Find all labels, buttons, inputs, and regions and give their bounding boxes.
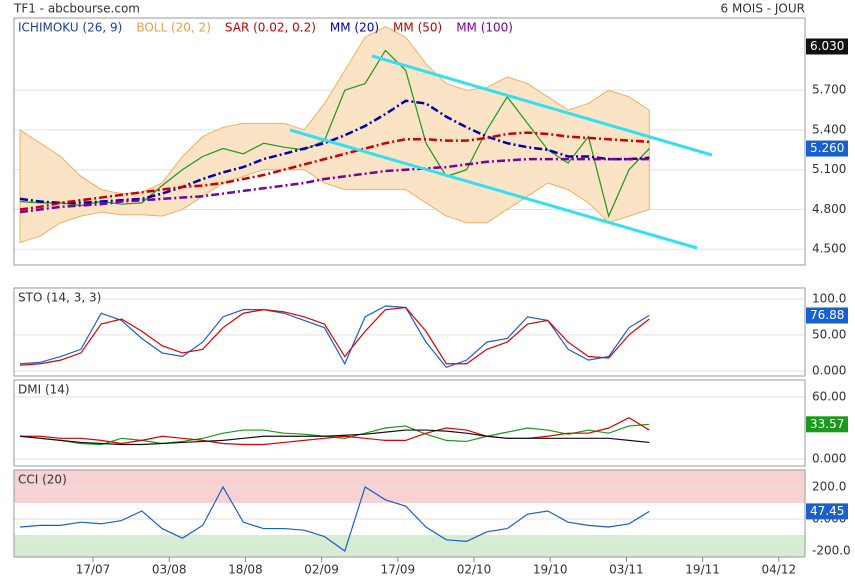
y-tick-label: 200.0	[812, 479, 846, 493]
trend-lines	[289, 54, 713, 250]
panel-title: STO (14, 3, 3)	[18, 291, 101, 305]
header-title: TF1 - abcbourse.com	[13, 2, 140, 16]
x-tick-label: 17/09	[381, 563, 416, 577]
indicator-label: MM (100)	[456, 21, 513, 35]
series-line	[19, 305, 650, 369]
panel-frame	[13, 17, 806, 266]
zone	[14, 534, 805, 557]
y-tick-label: 4.800	[812, 202, 846, 216]
series-line	[19, 49, 650, 218]
panel-frame	[13, 469, 806, 558]
x-tick-label: 04/12	[762, 563, 797, 577]
trend-line	[289, 128, 698, 250]
y-tick-label: 5.400	[812, 122, 846, 136]
x-tick-label: 19/11	[685, 563, 720, 577]
x-tick-label: 02/10	[457, 563, 492, 577]
indicator-label: ICHIMOKU (26, 9)	[18, 21, 122, 35]
y-tick-label: 5.700	[812, 83, 846, 97]
x-tick-label: 03/08	[152, 563, 187, 577]
last-value-label: 6.030	[810, 39, 844, 53]
series-line	[19, 99, 650, 205]
panel-title: DMI (14)	[18, 383, 70, 397]
last-value-badge	[806, 140, 848, 157]
y-tick-label: 100.0	[812, 291, 846, 305]
panel-frame	[13, 287, 806, 377]
series-line	[19, 485, 650, 552]
y-tick-label: -200.0	[812, 543, 851, 557]
last-value-label: 76.88	[810, 308, 844, 322]
header-period: 6 MOIS - JOUR	[721, 2, 805, 16]
y-tick-label: 60.00	[812, 390, 846, 404]
trend-line	[371, 54, 713, 157]
series-line	[19, 131, 650, 211]
x-tick-label: 02/09	[304, 563, 339, 577]
last-value-badge	[806, 307, 848, 324]
y-tick-label: 0.000	[812, 451, 846, 465]
panel-title: CCI (20)	[18, 473, 67, 487]
series-line	[19, 157, 650, 214]
y-tick-label: 50.00	[812, 327, 846, 341]
last-value-label: 5.260	[810, 141, 844, 155]
indicator-label: BOLL (20, 2)	[136, 21, 211, 35]
y-tick-label: 0.000	[812, 363, 846, 377]
y-tick-label: 5.100	[812, 162, 846, 176]
last-value-badge	[806, 416, 848, 433]
indicator-label: MM (20)	[330, 21, 379, 35]
x-tick-label: 17/07	[76, 563, 111, 577]
series-line	[19, 306, 650, 366]
last-value-badge	[806, 38, 848, 55]
y-tick-label: 4.500	[812, 242, 846, 256]
x-tick-label: 19/10	[533, 563, 568, 577]
series-line	[20, 416, 650, 446]
series-line	[19, 423, 650, 446]
panel-frame	[13, 379, 806, 467]
indicator-label: SAR (0.02, 0.2)	[225, 21, 316, 35]
series-line	[19, 429, 650, 446]
bollinger-band	[19, 26, 650, 244]
last-value-label: 47.45	[810, 504, 844, 518]
last-value-label: 33.57	[810, 417, 844, 431]
indicator-label: MM (50)	[393, 21, 442, 35]
last-value-badge	[806, 503, 848, 520]
x-tick-label: 03/11	[609, 563, 644, 577]
x-tick-label: 18/08	[228, 563, 263, 577]
